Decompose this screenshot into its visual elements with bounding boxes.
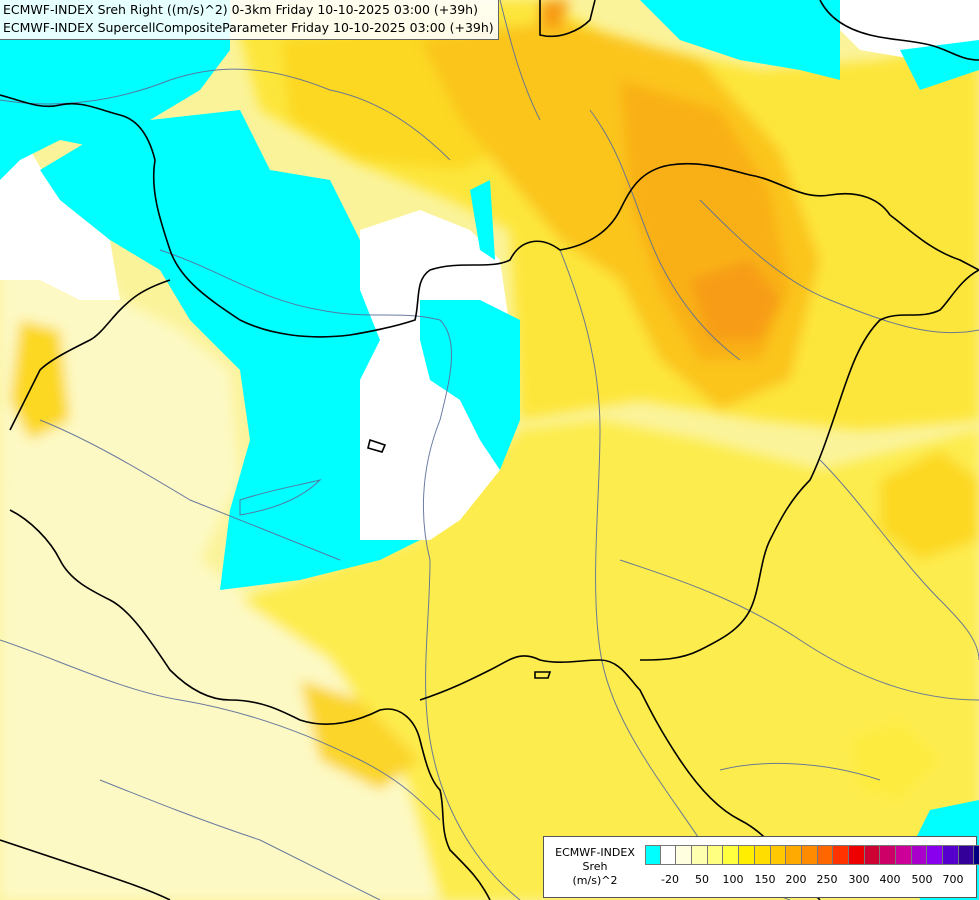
legend-swatch <box>645 845 661 865</box>
color-legend: ECMWF-INDEX Sreh (m/s)^2 -20 50 100 150 200 2… <box>543 836 979 898</box>
legend-swatch <box>848 845 865 865</box>
map-title-sreh: ECMWF-INDEX Sreh Right ((m/s)^2) 0-3km F… <box>3 2 478 17</box>
legend-swatch <box>676 845 693 865</box>
legend-label-line: ECMWF-INDEX <box>555 846 635 859</box>
legend-tick-label: -20 <box>661 873 679 886</box>
legend-swatch <box>833 845 849 865</box>
legend-tick-label: 700 <box>942 873 964 886</box>
legend-label-line: Sreh <box>582 860 608 873</box>
legend-swatch <box>770 845 787 865</box>
legend-swatch <box>817 845 834 865</box>
legend-label-line: (m/s)^2 <box>572 874 618 887</box>
legend-tick-label: 50 <box>695 873 709 886</box>
legend-label: ECMWF-INDEX Sreh (m/s)^2 <box>548 846 642 888</box>
legend-swatch <box>958 845 975 865</box>
legend-color-bar <box>645 845 979 865</box>
legend-swatch <box>786 845 802 865</box>
legend-tick-label: 500 <box>911 873 933 886</box>
legend-swatch <box>660 845 677 865</box>
map-title-scp: ECMWF-INDEX SupercellCompositeParameter … <box>3 20 494 35</box>
legend-tick-label: 300 <box>848 873 870 886</box>
legend-swatch <box>911 845 928 865</box>
legend-swatch <box>927 845 944 865</box>
legend-swatch <box>864 845 881 865</box>
legend-swatch <box>974 845 979 865</box>
legend-swatch <box>880 845 896 865</box>
legend-swatch <box>692 845 708 865</box>
legend-swatch <box>896 845 912 865</box>
legend-swatch <box>943 845 959 865</box>
legend-tick-label: 150 <box>754 873 776 886</box>
legend-swatch <box>754 845 771 865</box>
legend-ticks: -20 50 100 150 200 250 300 400 500 700 <box>645 873 975 889</box>
legend-tick-label: 250 <box>816 873 838 886</box>
legend-tick-label: 200 <box>785 873 807 886</box>
legend-swatch <box>723 845 740 865</box>
legend-swatch <box>739 845 755 865</box>
legend-swatch <box>801 845 818 865</box>
legend-swatch <box>707 845 724 865</box>
legend-tick-label: 400 <box>879 873 901 886</box>
map-title-box: ECMWF-INDEX Sreh Right ((m/s)^2) 0-3km F… <box>0 0 499 40</box>
legend-tick-label: 100 <box>722 873 744 886</box>
